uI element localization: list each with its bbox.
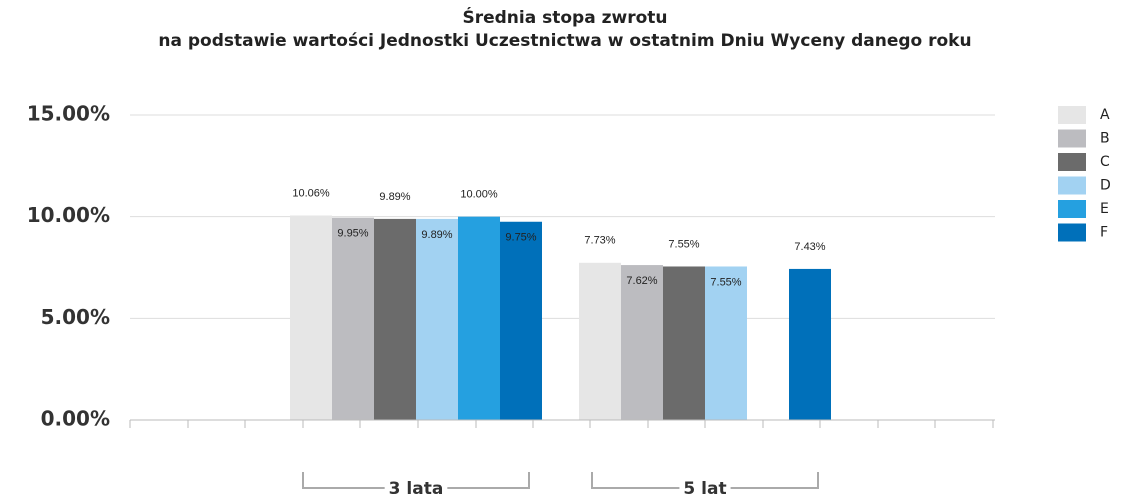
x-tick-label: 3 lata [389, 479, 444, 498]
legend-swatch [1058, 223, 1086, 242]
legend-label: B [1100, 131, 1110, 147]
y-tick-label: 15.00% [27, 102, 110, 126]
bar [789, 268, 831, 420]
legend-label: D [1100, 178, 1111, 194]
y-tick-label: 10.00% [27, 203, 110, 227]
bar [458, 216, 500, 420]
bar [332, 217, 374, 420]
x-tick-label: 5 lat [683, 479, 726, 498]
data-label: 7.73% [584, 235, 615, 247]
data-label: 7.43% [794, 241, 825, 253]
data-label: 9.95% [337, 228, 368, 240]
chart-title: Średnia stopa zwrotu [462, 6, 667, 28]
bar [416, 218, 458, 420]
label-bg [384, 478, 448, 498]
data-label: 9.75% [505, 232, 536, 244]
bar [579, 262, 621, 420]
data-label: 10.00% [460, 189, 498, 201]
data-label: 9.89% [421, 229, 452, 241]
bar [663, 266, 705, 420]
data-label: 7.55% [710, 276, 741, 288]
legend-label: F [1100, 225, 1108, 241]
legend-swatch [1058, 200, 1086, 218]
bar [500, 221, 542, 420]
bar [621, 265, 663, 420]
y-tick-label: 0.00% [41, 407, 110, 431]
legend-label: E [1100, 201, 1109, 217]
legend-swatch [1058, 106, 1086, 124]
data-label: 7.55% [668, 238, 699, 250]
data-label: 9.89% [379, 191, 410, 203]
data-label: 7.62% [626, 275, 657, 287]
y-tick-label: 5.00% [41, 305, 110, 329]
bar [374, 218, 416, 420]
data-label: 10.06% [292, 187, 330, 199]
legend-label: C [1100, 154, 1110, 170]
legend-label: A [1100, 107, 1110, 123]
label-bg [679, 478, 731, 498]
bar [705, 266, 747, 420]
legend-swatch [1058, 153, 1086, 171]
x-axis [129, 419, 995, 428]
legend-swatch [1058, 176, 1086, 195]
legend-swatch [1058, 129, 1086, 148]
bar [290, 215, 332, 420]
chart-subtitle: na podstawie wartości Jednostki Uczestni… [158, 31, 971, 51]
